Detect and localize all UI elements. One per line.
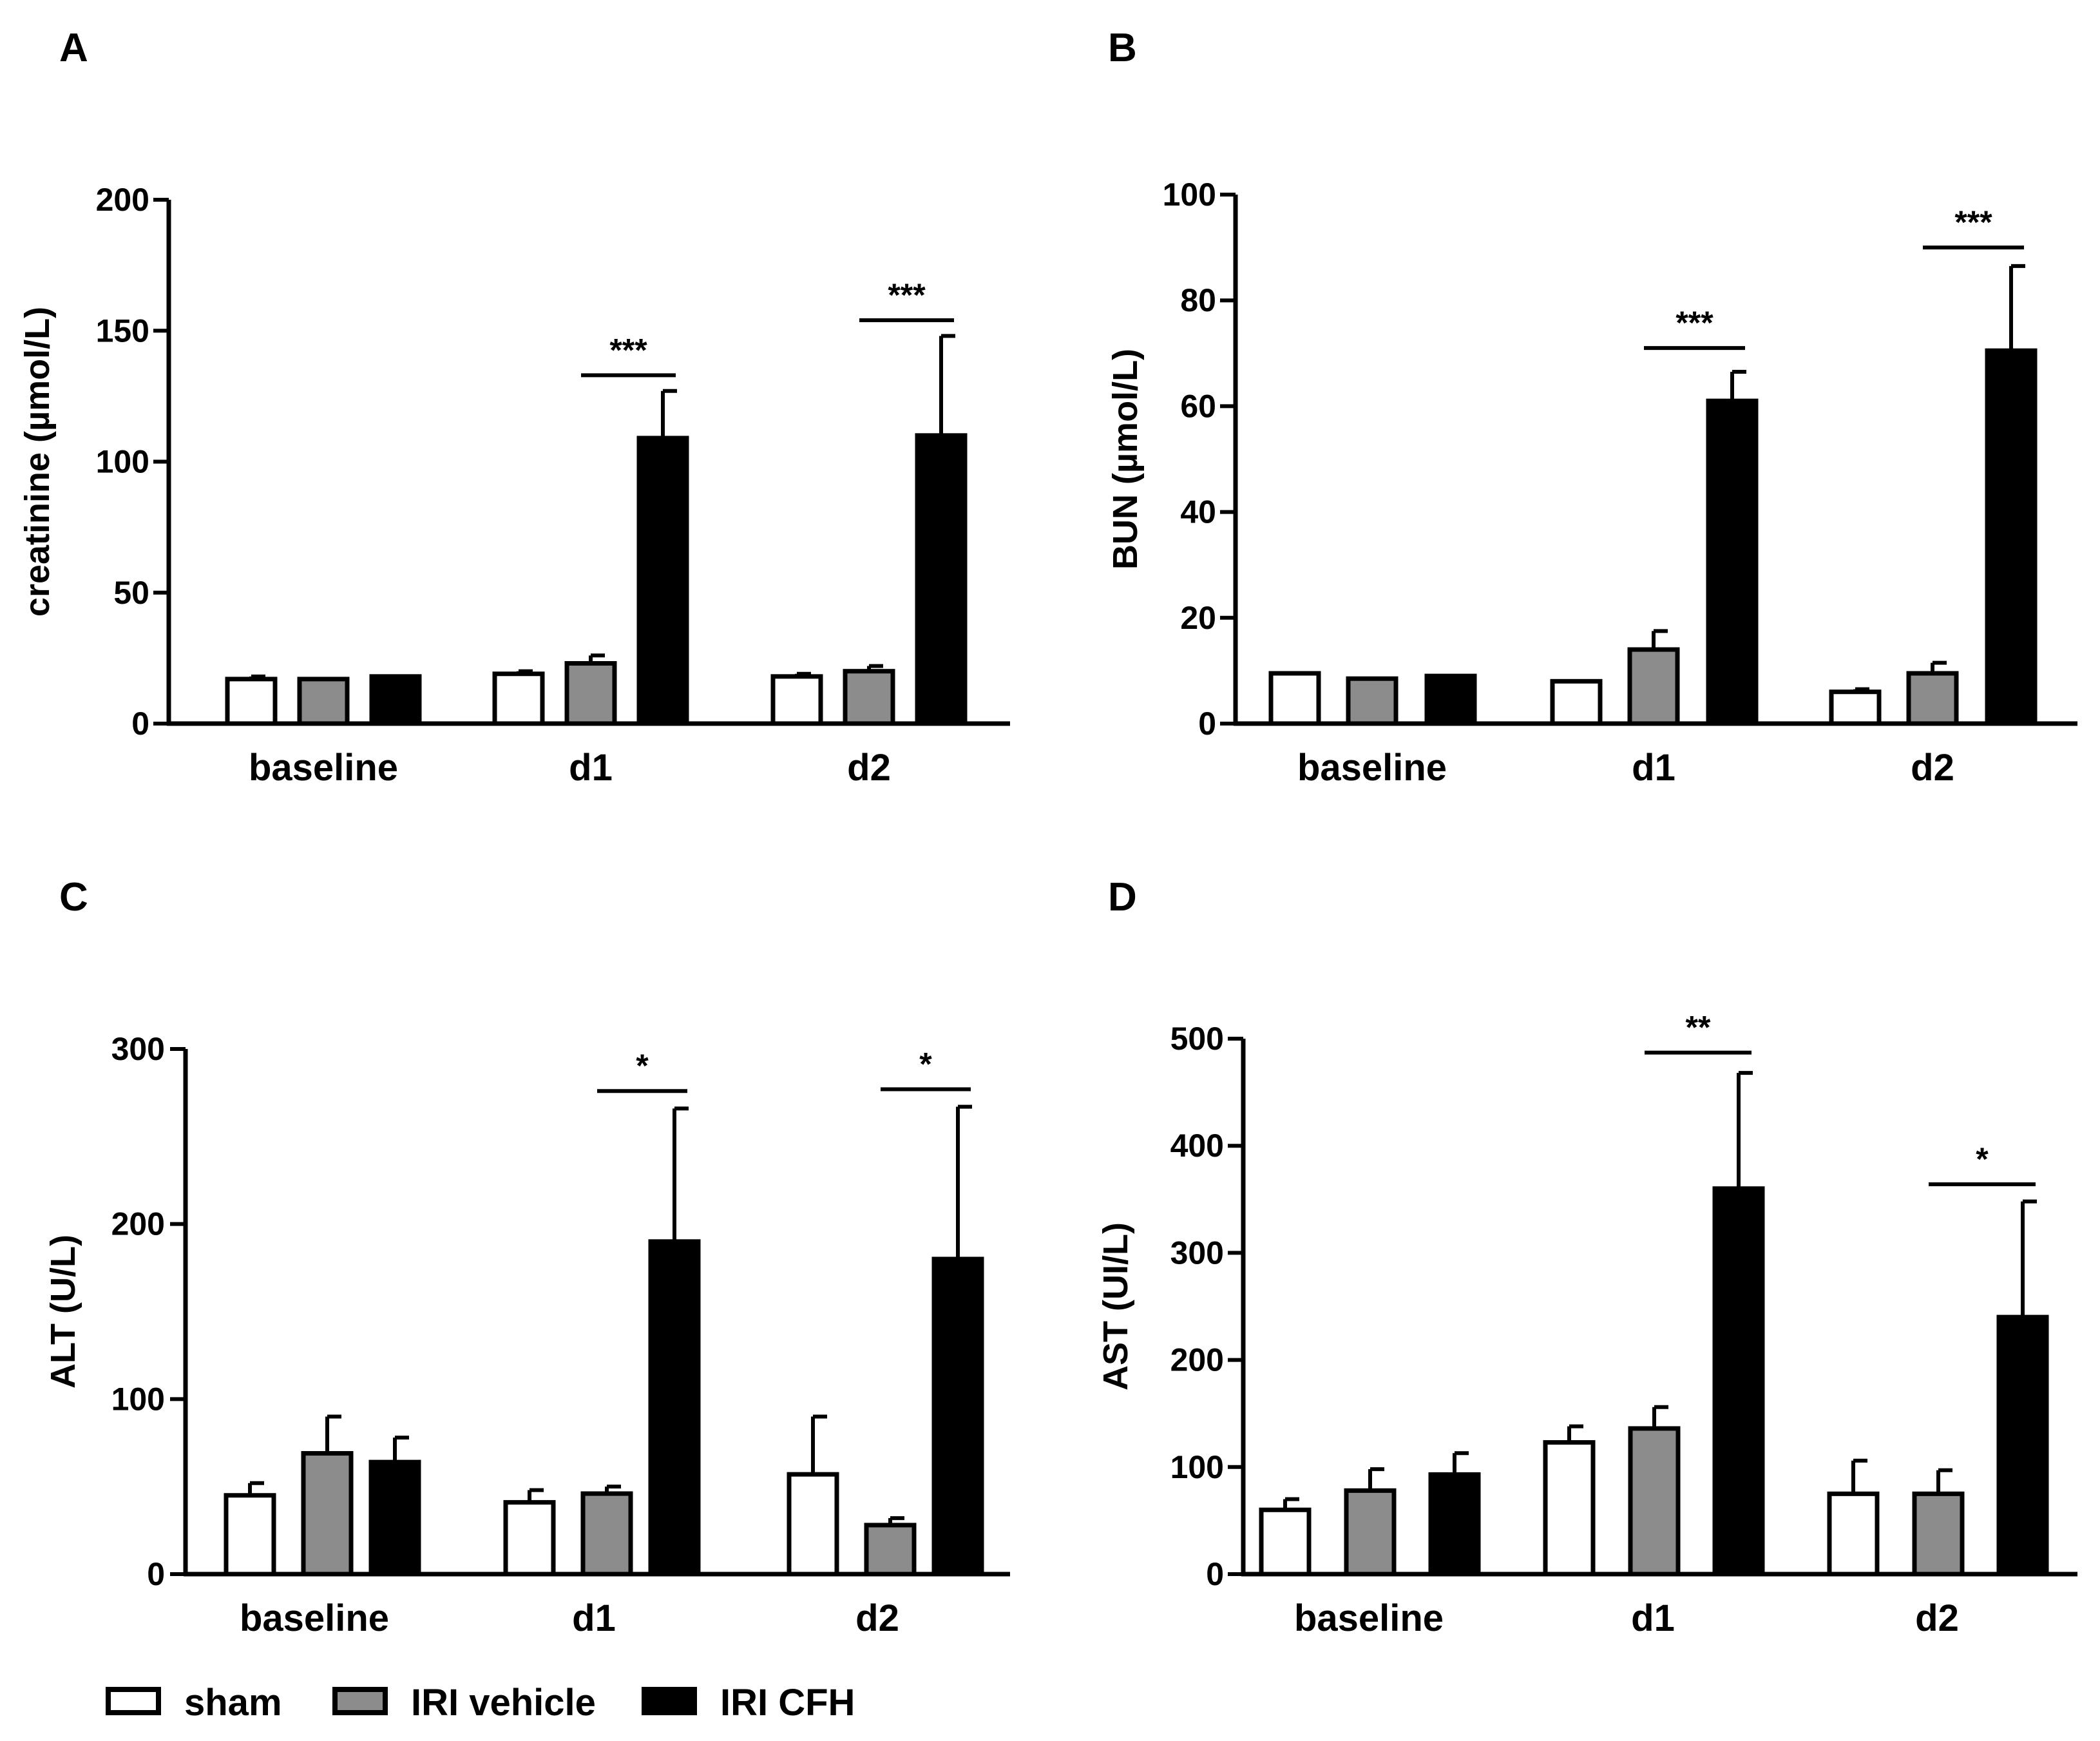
y-tick-label: 100 [1170,1449,1224,1485]
chart-panel-c: C 0 100 200 300 ALT (U/L) baseline d1 d2 * * [44,875,1010,1639]
y-tick-label: 80 [1180,282,1216,318]
panel-letter: A [59,26,88,70]
bar-iri-vehicle [1912,1491,1965,1577]
y-axis-title: BUN (µmol/L) [1106,349,1145,570]
bar-sham [1543,1440,1596,1577]
bar-iri-vehicle [301,1451,354,1577]
y-tick-label: 300 [1170,1235,1224,1271]
category-label: d2 [1915,1597,1959,1639]
y-tick-label: 0 [1198,706,1216,742]
y-axis-title: ALT (U/L) [44,1235,82,1389]
chart-panel-b: B 0 20 40 60 80 100 BUN (µmol/L) baseline d1 d2 ***… [1106,26,2077,789]
chart-panel-d: D 0 100 200 300 400 500 AST (UI/L) baseline d1 d2 *… [1096,875,2077,1639]
bar-iri-vehicle [864,1523,917,1577]
bar-iri-vehicle [297,677,350,726]
legend-label: IRI CFH [720,1682,855,1724]
bar-iri-vehicle [1344,1488,1397,1577]
significance-label: *** [1954,204,1992,240]
bar-iri-cfh [915,433,968,726]
significance-label: *** [609,332,647,368]
bar-iri-vehicle [1906,671,1959,726]
bar-sham [787,1472,839,1577]
significance-label: *** [888,277,926,313]
y-tick-label: 20 [1180,600,1216,636]
bar-iri-vehicle [843,669,895,726]
y-tick-label: 40 [1180,494,1216,530]
bar-sham [503,1500,556,1577]
bar-iri-cfh [1428,1472,1481,1577]
panel-letter: D [1108,875,1137,919]
category-label: d1 [1632,747,1675,789]
category-label: d1 [1631,1597,1675,1639]
significance-label: * [636,1048,649,1084]
y-tick-label: 50 [113,575,149,611]
y-tick-label: 300 [111,1031,165,1067]
legend-swatch [106,1687,161,1715]
panel-letter: C [59,875,88,919]
category-label: d2 [1911,747,1954,789]
bar-sham [770,674,823,726]
y-tick-label: 500 [1170,1021,1224,1057]
bar-sham [1550,678,1603,726]
category-label: baseline [240,1597,389,1639]
bar-sham [224,1493,276,1577]
y-tick-label: 100 [111,1381,165,1417]
bar-sham [1268,671,1321,726]
y-axis-title: AST (UI/L) [1096,1222,1135,1390]
bar-iri-cfh [1996,1314,2049,1577]
y-tick-label: 200 [111,1206,165,1242]
category-label: baseline [1294,1597,1444,1639]
y-tick-label: 100 [1163,177,1216,213]
chart-panel-a: A 0 50 100 150 200 creatinine (µmol/L) baseline… [18,26,1010,789]
y-tick-label: 0 [131,706,149,742]
bar-iri-cfh [1706,398,1759,726]
bar-iri-vehicle [564,661,617,726]
category-label: d1 [569,747,613,789]
y-tick-label: 200 [1170,1342,1224,1378]
y-axis-title: creatinine (µmol/L) [18,307,57,617]
bar-iri-cfh [1985,348,2038,726]
bar-sham [1829,689,1882,726]
bar-sham [1827,1491,1880,1577]
bar-iri-cfh [1424,673,1477,726]
bar-iri-cfh [648,1239,701,1577]
significance-label: * [1976,1141,1989,1177]
bar-iri-vehicle [580,1491,633,1577]
bar-iri-vehicle [1627,647,1680,726]
category-label: d2 [847,747,891,789]
legend: sham IRI vehicle IRI CFH [106,1682,855,1724]
bar-iri-vehicle [1628,1426,1681,1577]
y-tick-label: 200 [96,182,149,218]
category-label: d1 [572,1597,616,1639]
panel-letter: B [1108,26,1137,70]
bar-iri-vehicle [1346,676,1398,726]
y-tick-label: 100 [96,444,149,480]
y-tick-label: 400 [1170,1128,1224,1164]
y-tick-label: 0 [1206,1556,1224,1592]
y-tick-label: 60 [1180,388,1216,424]
bar-sham [1259,1507,1312,1577]
bar-iri-cfh [1712,1186,1765,1577]
significance-label: ** [1686,1010,1711,1046]
y-tick-label: 150 [96,313,149,349]
bar-sham [492,671,545,726]
bar-iri-cfh [636,436,689,726]
legend-label: IRI vehicle [411,1682,596,1724]
legend-swatch [332,1687,388,1715]
bar-iri-cfh [931,1256,984,1577]
significance-label: *** [1675,305,1713,341]
category-label: baseline [1297,747,1447,789]
bar-iri-cfh [368,1459,421,1577]
legend-swatch [642,1687,697,1715]
bar-iri-cfh [369,674,422,726]
bar-sham [225,677,278,726]
significance-label: * [919,1046,932,1082]
category-label: d2 [855,1597,899,1639]
category-label: baseline [249,747,398,789]
legend-label: sham [184,1682,282,1724]
y-tick-label: 0 [147,1556,165,1592]
